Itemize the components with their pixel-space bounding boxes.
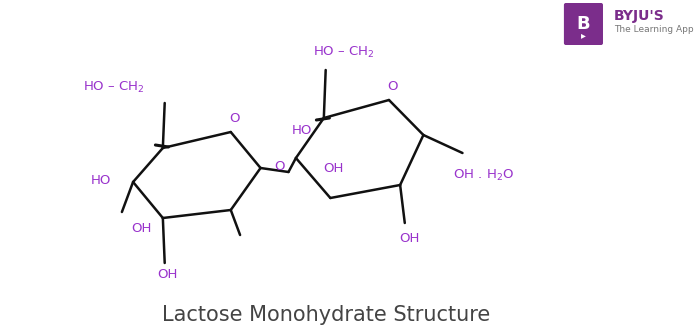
Text: Lactose Monohydrate Structure: Lactose Monohydrate Structure [162,305,490,325]
Text: OH . H$_2$O: OH . H$_2$O [454,167,514,182]
Text: ▸: ▸ [581,30,586,40]
FancyBboxPatch shape [564,3,603,45]
Text: O: O [387,80,398,93]
Text: BYJU'S: BYJU'S [614,9,665,23]
Text: O: O [274,161,284,173]
Text: HO: HO [292,124,313,137]
Text: HO – CH$_2$: HO – CH$_2$ [314,44,375,60]
Text: OH: OH [399,231,419,244]
Text: OH: OH [323,162,343,174]
Text: OH: OH [132,221,152,234]
Text: The Learning App: The Learning App [614,26,694,35]
Text: HO – CH$_2$: HO – CH$_2$ [83,80,144,95]
Text: HO: HO [90,173,111,186]
Text: O: O [229,112,239,125]
Text: OH: OH [158,268,178,281]
Text: B: B [577,15,590,33]
